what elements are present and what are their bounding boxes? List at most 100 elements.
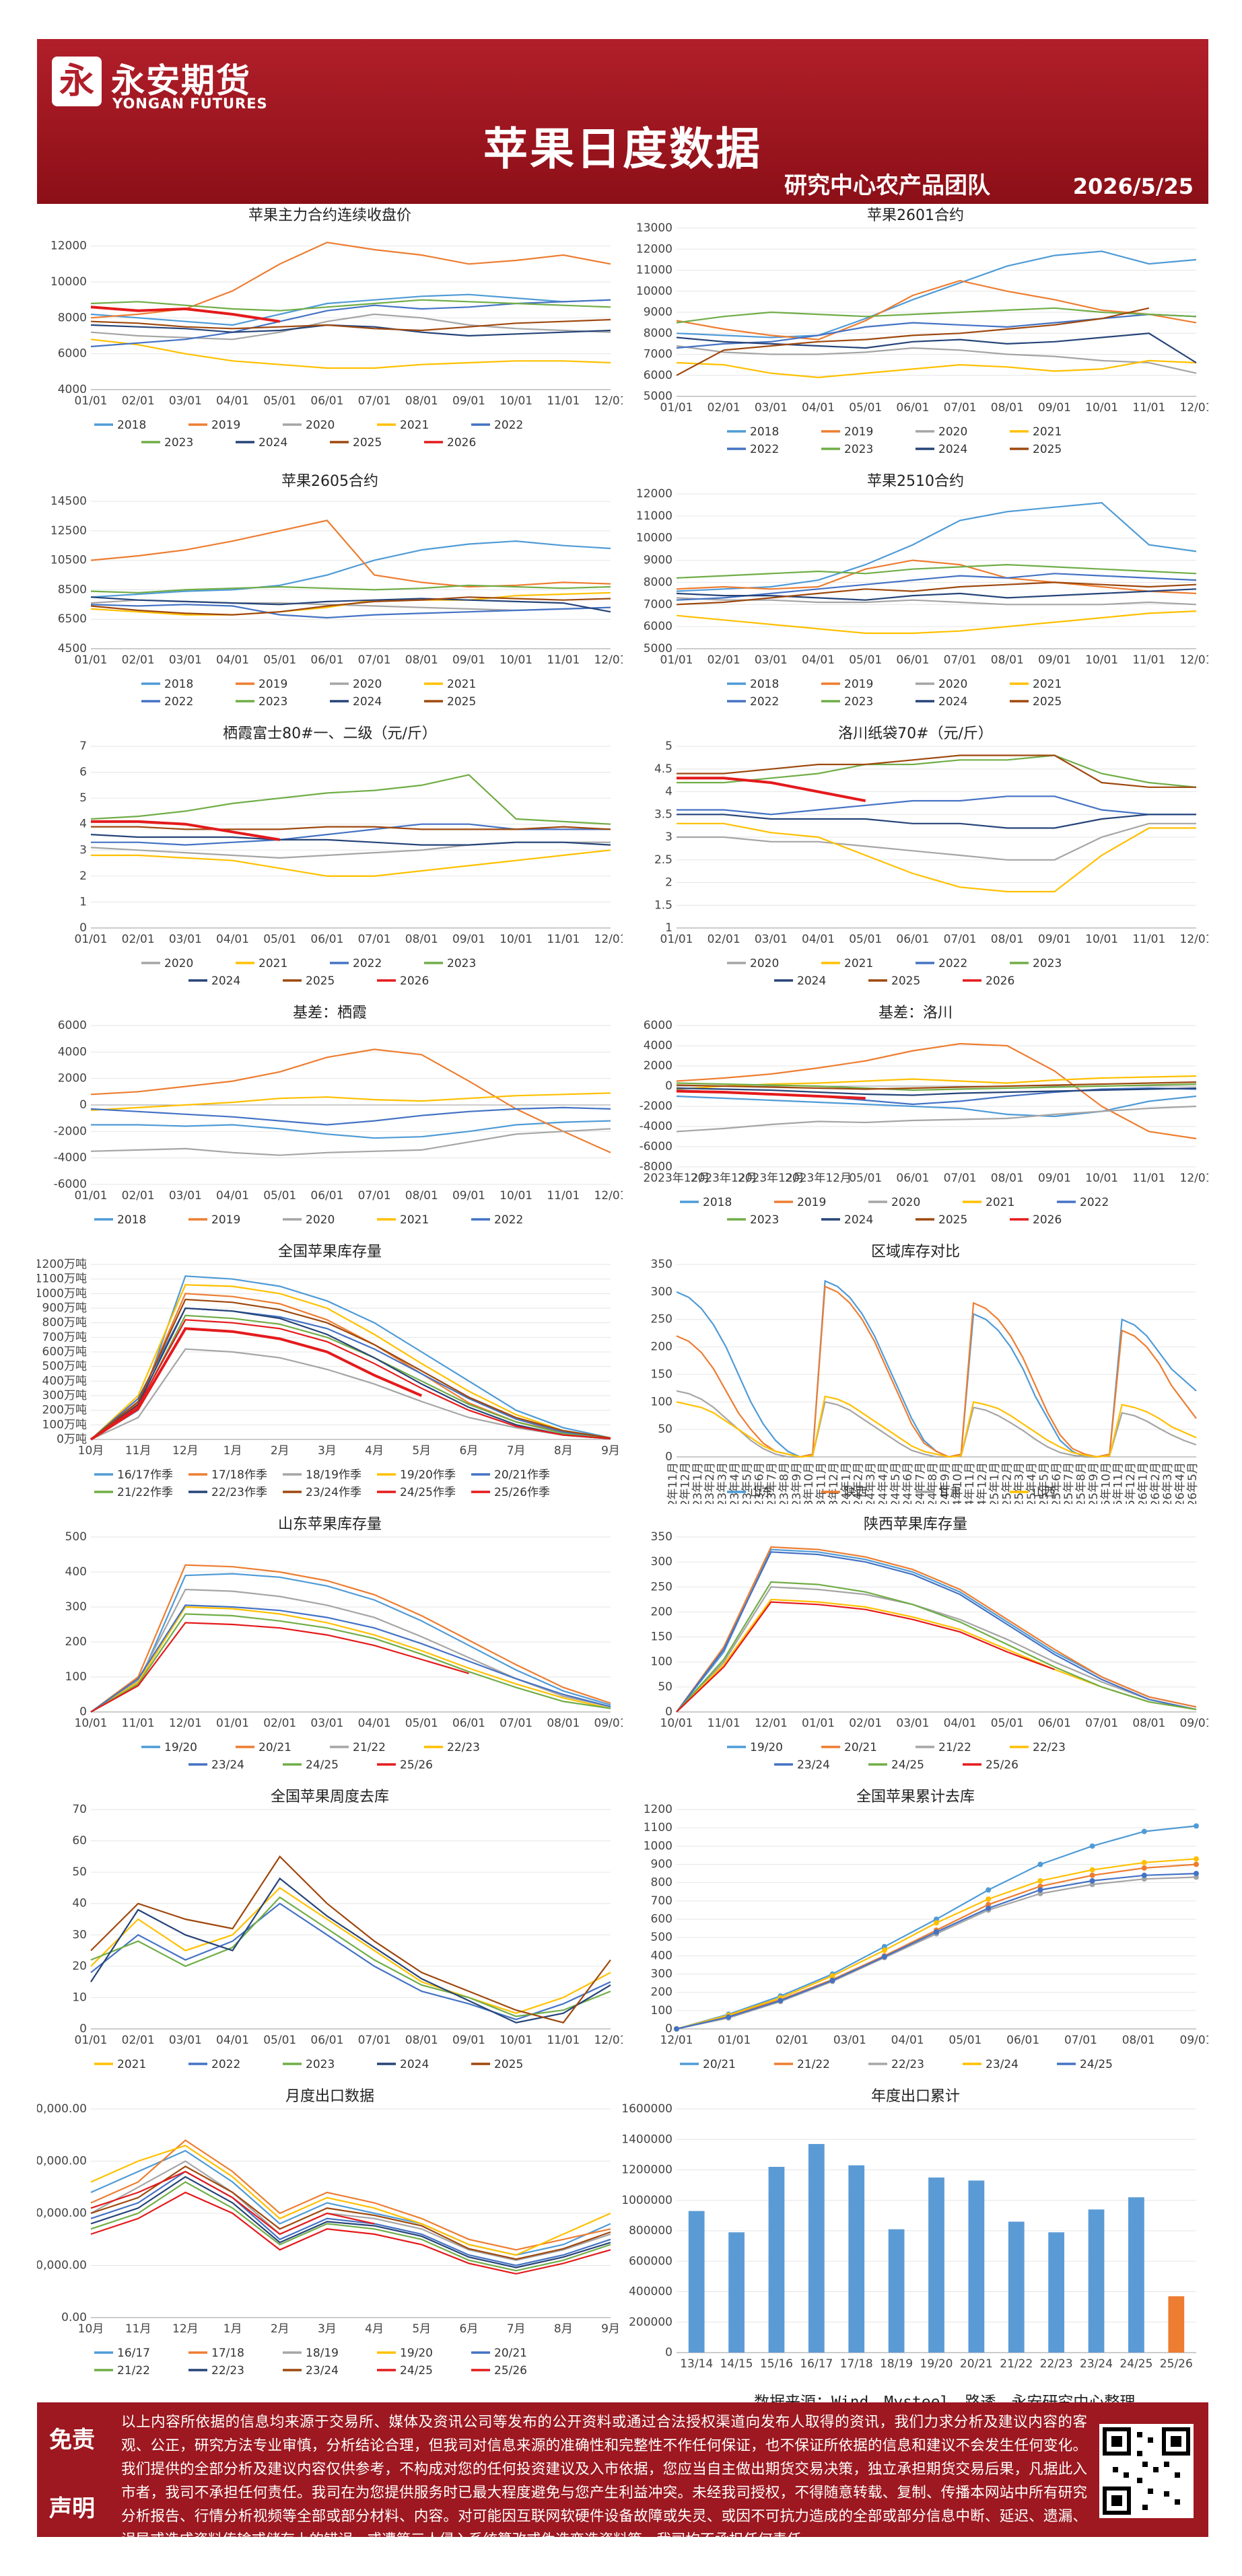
series-line [676,573,1197,601]
x-tick-label: 09/01 [452,1189,485,1203]
x-tick-label: 2022年11月 [666,1462,680,1504]
disclaimer-text: 以上内容所依据的信息均来源于交易所、媒体及资讯公司等发布的公开资料或通过合法授权… [121,2414,1087,2548]
data-point [986,1905,992,1911]
data-point [1037,1877,1043,1884]
y-tick-label: 4 [79,818,87,831]
y-tick-label: 800万吨 [42,1316,87,1330]
x-tick-label: 10/01 [1085,401,1118,415]
series-line [90,299,611,312]
x-tick-label: 01/01 [75,933,108,946]
x-tick-label: 2025年11月 [1112,1462,1126,1504]
x-tick-label: 05/01 [263,1189,296,1203]
y-tick-label: 200 [651,1340,672,1354]
x-tick-label: 08/01 [991,401,1024,415]
y-tick-label: 600万吨 [42,1345,87,1359]
series-line [676,1390,1197,1458]
x-tick-label: 05/01 [849,1172,882,1185]
x-tick-label: 07/01 [358,1189,391,1203]
chart-title: 山东苹果库存量 [278,1516,382,1533]
logo-text-cn: 永安期货 [111,61,251,100]
x-tick-label: 10/01 [499,394,532,408]
x-tick-label: 03/01 [755,933,788,946]
x-tick-label: 11/01 [547,394,580,408]
legend-label: 17/18作季 [211,1468,267,1482]
chart-annual-export: 年度出口累计 0 200000 400000 600000 800000 1000000 12… [623,2086,1208,2382]
legend-label: 23/24 [211,1758,244,1772]
x-tick-label: 2023年3月 [716,1462,730,1504]
series-line [676,307,1150,376]
y-tick-label: 0 [79,921,87,935]
series-line [90,1319,611,1440]
y-tick-label: 6500 [58,612,87,626]
y-tick-label: 1000万吨 [37,1287,87,1300]
x-tick-label: 11月 [125,2322,151,2336]
y-tick-label: 30 [72,1928,87,1941]
legend-label: 2024 [938,695,967,709]
y-tick-label: 200 [65,1635,87,1649]
x-tick-label: 06/01 [310,1189,343,1203]
series-line [676,1551,1197,1713]
series-line [90,1573,611,1713]
bar [768,2166,785,2353]
x-tick-label: 02/01 [122,2034,155,2047]
series-line [676,1087,1197,1106]
legend-label: 2022 [353,957,382,970]
x-tick-label: 17/18 [840,2357,873,2371]
y-tick-label: 0 [665,2346,672,2359]
x-tick-label: 09/01 [1180,1717,1209,1730]
x-tick-label: 2026年4月 [1174,1462,1187,1504]
series-line [676,279,1197,341]
x-tick-label: 04/01 [216,933,249,946]
x-tick-label: 01/01 [216,1717,249,1730]
x-tick-label: 07/01 [944,1172,977,1185]
legend-label: 16/17 [117,2347,150,2360]
x-tick-label: 05/01 [263,394,296,408]
x-tick-label: 05/01 [849,933,882,946]
y-tick-label: 10000 [636,285,672,298]
y-tick-label: 1100 [644,1821,672,1834]
series-line [676,1081,1197,1090]
x-tick-label: 14/15 [720,2357,753,2371]
y-tick-label: 250 [651,1313,672,1326]
x-tick-label: 2024年5月 [889,1462,903,1504]
data-point [1037,1861,1043,1867]
yongan-logo-icon: 永 [52,57,102,106]
bar [848,2165,865,2353]
series-line [90,1048,611,1153]
x-tick-label: 6月 [460,1444,479,1458]
bar [728,2232,745,2353]
y-tick-label: 6000 [644,620,672,633]
x-tick-label: 1月 [223,1444,242,1458]
y-tick-label: 400 [65,1565,87,1579]
legend-label: 21/22 [938,1741,971,1754]
x-tick-label: 12/01 [1180,401,1209,415]
y-tick-label: 150,000.00 [37,2155,87,2168]
legend-label: 2023 [447,957,476,970]
x-tick-label: 07/01 [358,933,391,946]
x-tick-label: 2026年1月 [1136,1462,1150,1504]
x-tick-label: 07/01 [1064,2034,1097,2047]
y-tick-label: 1200 [644,1803,672,1816]
series-line [676,1581,1197,1713]
legend-label: 2021 [400,1213,429,1227]
x-tick-label: 03/01 [169,933,202,946]
legend-label: 23/24作季 [306,1486,361,1499]
x-tick-label: 10/01 [1085,653,1118,667]
legend-label: 19/20 [750,1741,783,1754]
y-tick-label: 50,000.00 [37,2259,87,2273]
legend-label: 2022 [938,957,967,970]
chart-cumulative-destock: 全国苹果累计去库 0 100 200 300 400 500 600 700 800 900 1000… [623,1787,1208,2076]
series-line [676,1082,1197,1092]
series-line [677,822,1196,893]
y-tick-label: -4000 [54,1151,87,1165]
y-tick-label: 4000 [644,1039,672,1052]
series-line [677,814,1196,829]
x-tick-label: 12/01 [594,653,623,667]
disclaimer-label-2: 声明 [49,2495,95,2522]
disclaimer-box: 免责 声明 以上内容所依据的信息均来源于交易所、媒体及资讯公司等发布的公开资料或… [37,2402,1208,2548]
x-tick-label: 12/01 [755,1717,788,1730]
team-name: 研究中心农产品团队 [784,172,990,199]
legend-label: 甘肃 [938,1486,961,1499]
y-tick-label: 2 [79,869,87,883]
y-tick-label: 10000 [636,532,672,545]
